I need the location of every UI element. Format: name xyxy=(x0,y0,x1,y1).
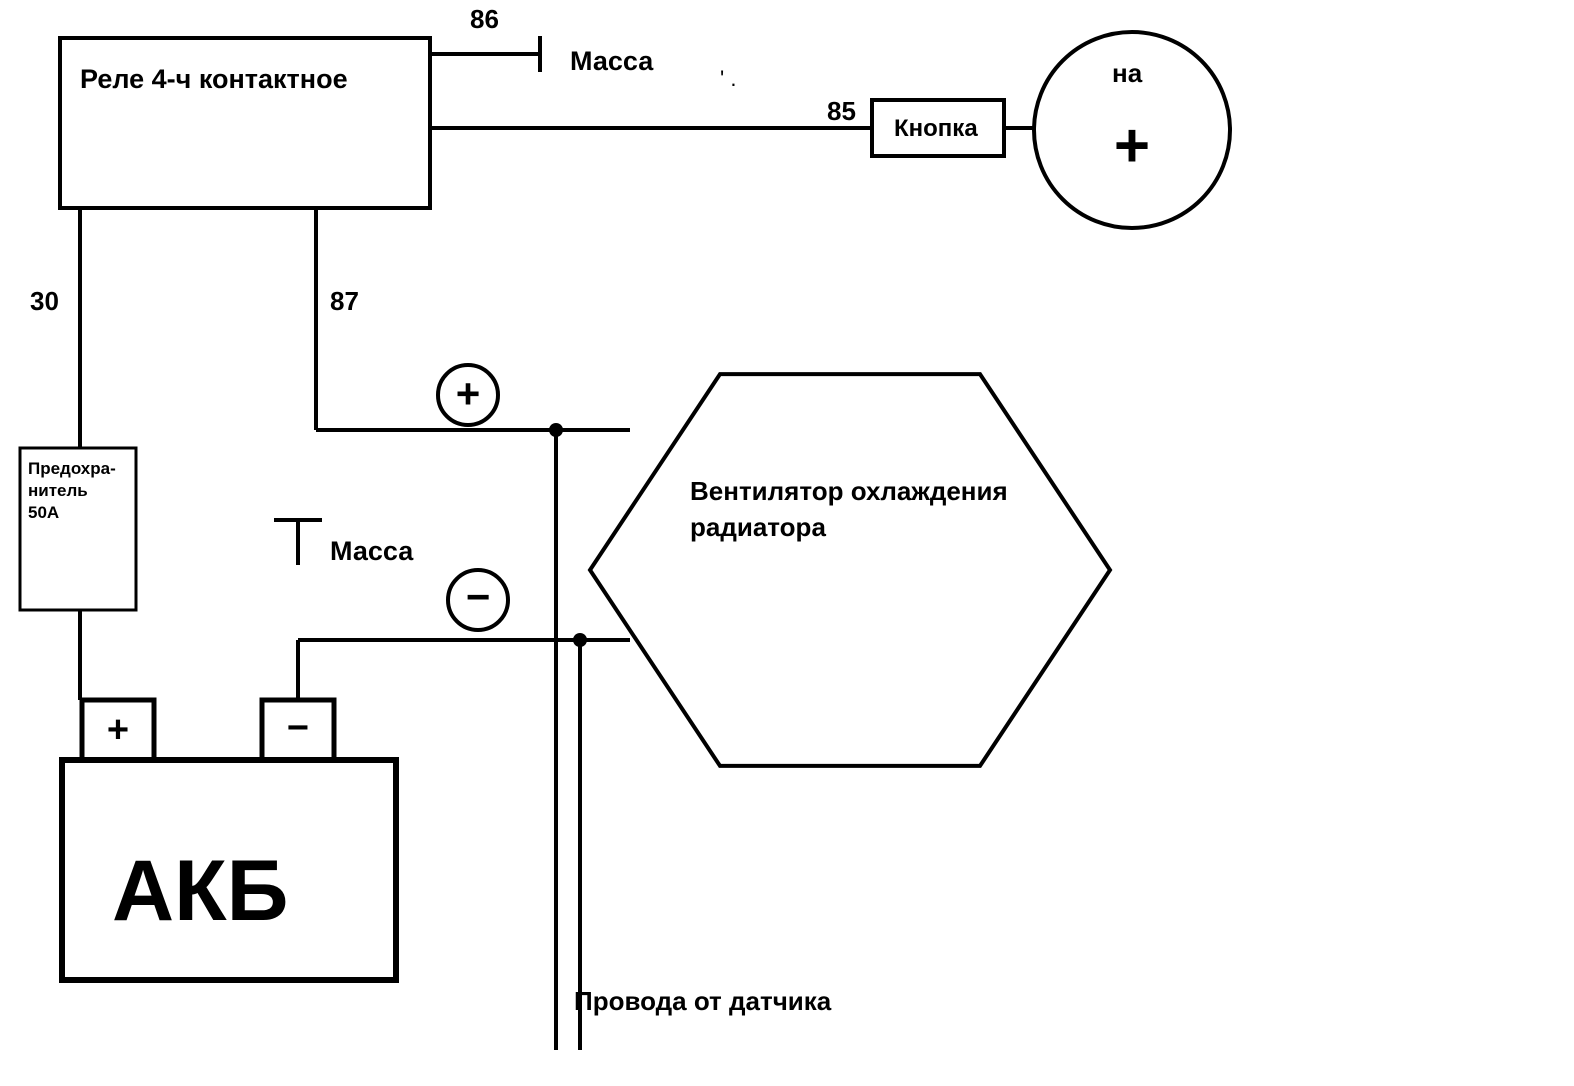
power-circle-label: на xyxy=(1112,58,1143,88)
fan-label-2: радиатора xyxy=(690,512,826,542)
pin-label-86: 86 xyxy=(470,4,499,34)
polarity-minus-icon: − xyxy=(466,573,491,620)
text-mass_top: Масса xyxy=(570,46,654,76)
pin-label-87: 87 xyxy=(330,286,359,316)
fuse-label-2: нитель xyxy=(28,481,88,500)
pin-label-30: 30 xyxy=(30,286,59,316)
artifact-mark: ' . xyxy=(720,66,736,91)
pin-label-85: 85 xyxy=(827,96,856,126)
fuse-label-3: 50А xyxy=(28,503,59,522)
battery-plus-icon: + xyxy=(107,709,129,751)
relay-label: Реле 4-ч контактное xyxy=(80,64,348,94)
fuse-label-1: Предохра- xyxy=(28,459,116,478)
junction-1 xyxy=(573,633,587,647)
polarity-plus-icon: + xyxy=(456,370,481,417)
fan-label-1: Вентилятор охлаждения xyxy=(690,476,1008,506)
power-plus-icon: + xyxy=(1114,111,1150,180)
button-label: Кнопка xyxy=(894,115,978,142)
text-sensor: Провода от датчика xyxy=(574,986,832,1016)
text-mass_left: Масса xyxy=(330,536,414,566)
battery-label: АКБ xyxy=(112,843,288,939)
battery-minus-icon: − xyxy=(287,707,309,749)
junction-0 xyxy=(549,423,563,437)
